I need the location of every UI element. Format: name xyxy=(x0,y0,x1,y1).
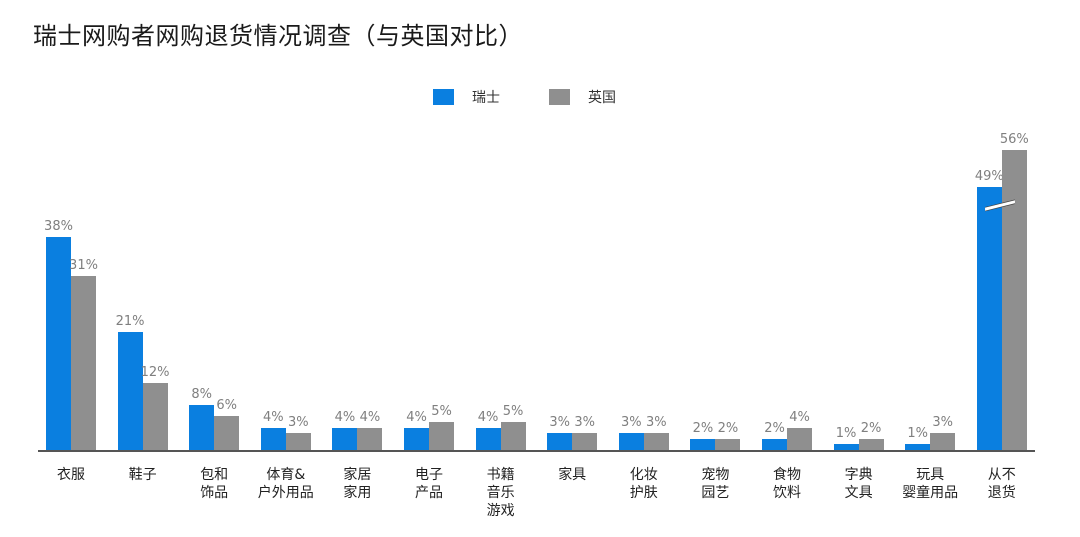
legend-label-uk: 英国 xyxy=(588,90,616,106)
legend-label-switzerland: 瑞士 xyxy=(472,90,500,106)
bar-switzerland xyxy=(690,438,716,450)
value-label: 4% xyxy=(406,409,427,425)
legend: 瑞士 英国 xyxy=(0,87,1080,107)
bar-uk xyxy=(858,438,884,450)
value-label: 21% xyxy=(115,314,145,330)
value-label: 49% xyxy=(974,169,1004,184)
category-label: 家具 xyxy=(558,467,587,483)
value-label: 3% xyxy=(645,415,667,431)
bar-switzerland xyxy=(260,427,286,450)
value-label: 6% xyxy=(216,398,237,414)
value-label: 4% xyxy=(359,409,381,425)
bar-uk xyxy=(285,433,311,450)
bar-switzerland xyxy=(618,433,644,450)
category-label: 体育& 户外用品 xyxy=(257,467,314,501)
value-label: 3% xyxy=(574,415,595,431)
category-label: 食物 饮料 xyxy=(773,467,801,501)
bar-uk xyxy=(1001,150,1027,450)
category-label: 玩具 婴童用品 xyxy=(902,467,959,501)
value-label: 2% xyxy=(692,420,714,436)
bar-uk xyxy=(572,433,598,450)
bar-uk xyxy=(787,427,812,450)
value-label: 8% xyxy=(191,387,212,403)
category-label: 宠物 园艺 xyxy=(701,467,730,501)
bar-uk xyxy=(142,382,168,450)
value-label: 1% xyxy=(835,426,857,442)
bar-uk xyxy=(357,427,383,450)
axis-break-icon xyxy=(984,199,1016,212)
category-label: 字典 文具 xyxy=(844,467,873,501)
bar-uk xyxy=(71,276,96,450)
legend-item-switzerland: 瑞士 xyxy=(433,87,500,107)
bar-uk xyxy=(715,438,741,450)
value-label: 3% xyxy=(620,415,642,431)
value-label: 2% xyxy=(764,420,785,436)
bar-switzerland xyxy=(762,438,787,450)
bar-switzerland xyxy=(117,332,143,450)
category-label: 衣服 xyxy=(57,467,85,483)
category-label: 电子 产品 xyxy=(415,467,443,501)
value-label: 1% xyxy=(907,426,928,442)
bar-uk xyxy=(500,422,526,450)
value-label: 5% xyxy=(431,404,452,419)
category-label: 化妆 护肤 xyxy=(629,467,658,501)
bar-switzerland xyxy=(404,427,429,450)
value-label: 3% xyxy=(287,415,309,431)
value-label: 56% xyxy=(999,132,1029,147)
x-axis-line xyxy=(38,450,1035,452)
bar-uk xyxy=(429,422,454,450)
value-label: 3% xyxy=(932,415,953,431)
value-label: 31% xyxy=(69,258,98,274)
value-label: 4% xyxy=(334,409,356,425)
value-label: 12% xyxy=(140,364,170,380)
value-label: 4% xyxy=(789,409,810,425)
bar-switzerland xyxy=(547,433,573,450)
legend-swatch-uk xyxy=(549,89,570,105)
bar-switzerland xyxy=(475,427,501,450)
bar-switzerland xyxy=(905,444,931,450)
bar-switzerland xyxy=(46,237,71,450)
value-label: 2% xyxy=(717,420,739,436)
value-label: 2% xyxy=(860,420,882,436)
bar-switzerland xyxy=(189,405,215,450)
category-label: 鞋子 xyxy=(128,467,157,483)
bar-switzerland xyxy=(332,427,358,450)
bar-uk xyxy=(643,433,669,450)
category-label: 包和 饰品 xyxy=(200,467,229,501)
bar-switzerland xyxy=(833,444,859,450)
category-label: 家居 家用 xyxy=(343,467,372,501)
legend-item-uk: 英国 xyxy=(549,87,616,107)
value-label: 4% xyxy=(477,409,499,425)
category-label: 书籍 音乐 游戏 xyxy=(486,467,515,519)
bar-uk xyxy=(214,416,240,450)
value-label: 4% xyxy=(262,409,284,425)
bar-uk xyxy=(930,433,956,450)
value-label: 38% xyxy=(44,219,73,235)
bar-switzerland xyxy=(976,187,1002,450)
legend-swatch-switzerland xyxy=(433,89,454,105)
chart-title: 瑞士网购者网购退货情况调查（与英国对比） xyxy=(33,22,523,50)
category-label: 从不 退货 xyxy=(987,467,1016,501)
value-label: 3% xyxy=(549,415,570,431)
value-label: 5% xyxy=(502,404,524,419)
